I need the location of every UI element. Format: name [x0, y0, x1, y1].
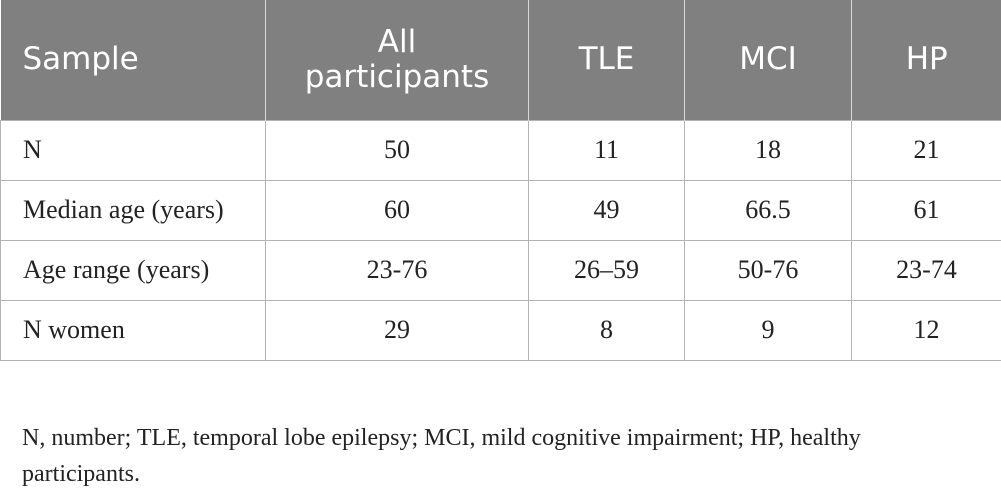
table-cell: 29	[265, 299, 529, 361]
table-body: N 50 11 18 21 Median age (years) 60 49 6…	[0, 119, 1001, 361]
table-cell: 12	[851, 299, 1001, 361]
row-label: N women	[0, 299, 266, 361]
header-sample: Sample	[0, 0, 266, 120]
table-cell: 66.5	[684, 179, 852, 241]
table-cell: 23-76	[265, 239, 529, 301]
table-cell: 9	[684, 299, 852, 361]
header-mci: MCI	[684, 0, 852, 120]
table-cell: 8	[528, 299, 685, 361]
header-row: Sample All participants TLE MCI HP	[0, 0, 1001, 120]
table-cell: 61	[851, 179, 1001, 241]
table-cell: 50-76	[684, 239, 852, 301]
row-label: Age range (years)	[0, 239, 266, 301]
table-cell: 23-74	[851, 239, 1001, 301]
demographics-table: Sample All participants TLE MCI HP N 50 …	[0, 0, 1001, 361]
table-row: Median age (years) 60 49 66.5 61	[0, 179, 1001, 241]
table-cell: 50	[265, 119, 529, 181]
header-all-participants: All participants	[265, 0, 529, 120]
row-label: N	[0, 119, 266, 181]
table-row: Age range (years) 23-76 26–59 50-76 23-7…	[0, 239, 1001, 301]
header-tle: TLE	[528, 0, 685, 120]
table-cell: 49	[528, 179, 685, 241]
table-cell: 26–59	[528, 239, 685, 301]
table-row: N 50 11 18 21	[0, 119, 1001, 181]
table-cell: 60	[265, 179, 529, 241]
table-row: N women 29 8 9 12	[0, 299, 1001, 361]
table-header: Sample All participants TLE MCI HP	[0, 0, 1001, 120]
table-cell: 18	[684, 119, 852, 181]
row-label: Median age (years)	[0, 179, 266, 241]
table-cell: 21	[851, 119, 1001, 181]
table-cell: 11	[528, 119, 685, 181]
table-footnote: N, number; TLE, temporal lobe epilepsy; …	[22, 425, 861, 487]
header-hp: HP	[851, 0, 1001, 120]
